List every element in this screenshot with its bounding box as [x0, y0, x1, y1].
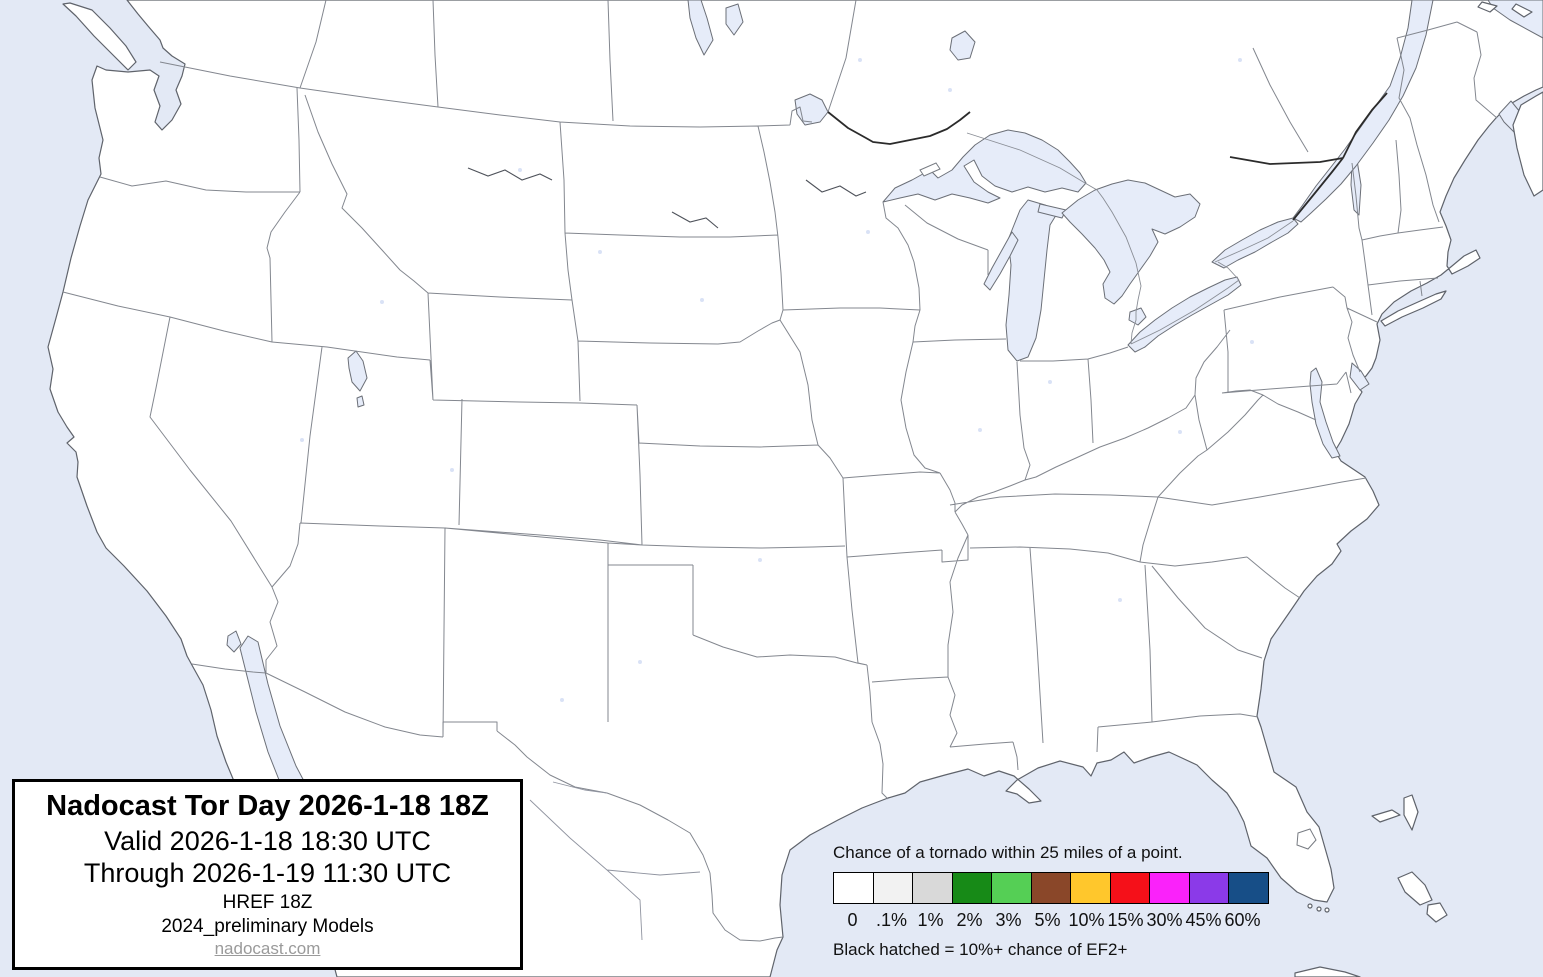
model-run: HREF 18Z	[222, 892, 313, 913]
chesapeake-bay	[1309, 367, 1341, 459]
lake-nipigon	[949, 30, 976, 61]
mackinac-strait	[1037, 203, 1067, 219]
forecast-title: Nadocast Tor Day 2026-1-18 18Z	[46, 790, 489, 822]
legend-heading: Chance of a tornado within 25 miles of a…	[833, 843, 1183, 862]
legend-swatch-2pct	[951, 872, 993, 904]
nadocast-link[interactable]: nadocast.com	[214, 939, 321, 958]
lake-ontario	[1211, 217, 1299, 269]
legend-swatch-10pct	[1070, 872, 1111, 904]
legend-swatch-30pct	[1149, 872, 1190, 904]
legend-swatch-3pct	[991, 872, 1032, 904]
legend-swatch-1pct	[912, 872, 953, 904]
legend-label-7: 15%	[1107, 910, 1144, 930]
land-speckles	[300, 58, 1254, 702]
lake-st-clair	[1128, 307, 1147, 326]
legend-swatch-5pct	[1030, 872, 1072, 904]
lake-erie	[1127, 276, 1242, 353]
legend-labels: 0 .1% 1% 2% 3% 5% 10% 15% 30% 45% 60%	[833, 910, 1269, 931]
legend-swatch-1pct	[872, 872, 914, 904]
lakes-and-bays	[226, 0, 1543, 921]
state-borders	[62, 0, 1498, 942]
lake-superior	[882, 129, 1087, 204]
continent-landmass	[47, 0, 1543, 977]
model-version: 2024_preliminary Models	[161, 916, 374, 937]
florida-key-3	[1324, 907, 1330, 913]
lake-huron	[1061, 179, 1201, 305]
probability-legend: Chance of a tornado within 25 miles of a…	[833, 843, 1269, 960]
florida-key-1	[1307, 903, 1313, 909]
bahamas-island-3	[1397, 871, 1433, 906]
bahamas-island-4	[1426, 902, 1448, 923]
green-bay	[983, 231, 1019, 291]
legend-label-0: 0	[847, 910, 858, 930]
mexico-state-lines	[529, 781, 701, 941]
legend-label-1: .1%	[875, 910, 908, 930]
nova-scotia	[1512, 91, 1543, 197]
lake-okeechobee	[1296, 828, 1317, 850]
salton-sea	[226, 630, 242, 653]
legend-label-2: 1%	[917, 910, 944, 930]
legend-label-8: 30%	[1146, 910, 1183, 930]
isle-royale	[919, 162, 941, 177]
bahamas-island-1	[1371, 809, 1401, 823]
legend-label-6: 10%	[1068, 910, 1105, 930]
legend-label-9: 45%	[1185, 910, 1222, 930]
title-box: Nadocast Tor Day 2026-1-18 18Z Valid 202…	[12, 779, 523, 970]
st-lawrence-river	[1292, 0, 1434, 223]
lake-winnipeg	[687, 0, 714, 56]
prince-edward-island	[1477, 1, 1498, 13]
utah-lake	[356, 395, 365, 408]
lake-of-the-woods	[794, 93, 829, 126]
legend-label-10: 60%	[1224, 910, 1261, 930]
long-island	[1380, 290, 1447, 327]
through-time: Through 2026-1-19 11:30 UTC	[83, 858, 452, 888]
valid-time: Valid 2026-1-18 18:30 UTC	[104, 826, 431, 856]
lake-boundary-line	[966, 132, 1294, 345]
us-canada-border	[827, 92, 1388, 221]
florida-key-2	[1316, 906, 1322, 912]
bahamas-island-2	[1403, 794, 1419, 831]
legend-hatched-note: Black hatched = 10%+ chance of EF2+	[833, 940, 1128, 959]
islands	[62, 1, 1543, 977]
legend-label-4: 3%	[995, 910, 1022, 930]
vancouver-island	[62, 2, 137, 71]
legend-label-5: 5%	[1034, 910, 1061, 930]
lake-manitoba	[725, 3, 744, 36]
legend-swatch-60pct	[1228, 872, 1269, 904]
great-salt-lake	[347, 350, 368, 392]
legend-swatch-0	[833, 872, 874, 904]
legend-label-3: 2%	[956, 910, 983, 930]
cuba-edge	[1294, 966, 1361, 977]
legend-swatches	[833, 872, 1269, 904]
gulf-island	[1511, 3, 1533, 18]
river-squiggles	[467, 167, 867, 229]
legend-swatch-45pct	[1188, 872, 1230, 904]
legend-swatch-15pct	[1109, 872, 1151, 904]
